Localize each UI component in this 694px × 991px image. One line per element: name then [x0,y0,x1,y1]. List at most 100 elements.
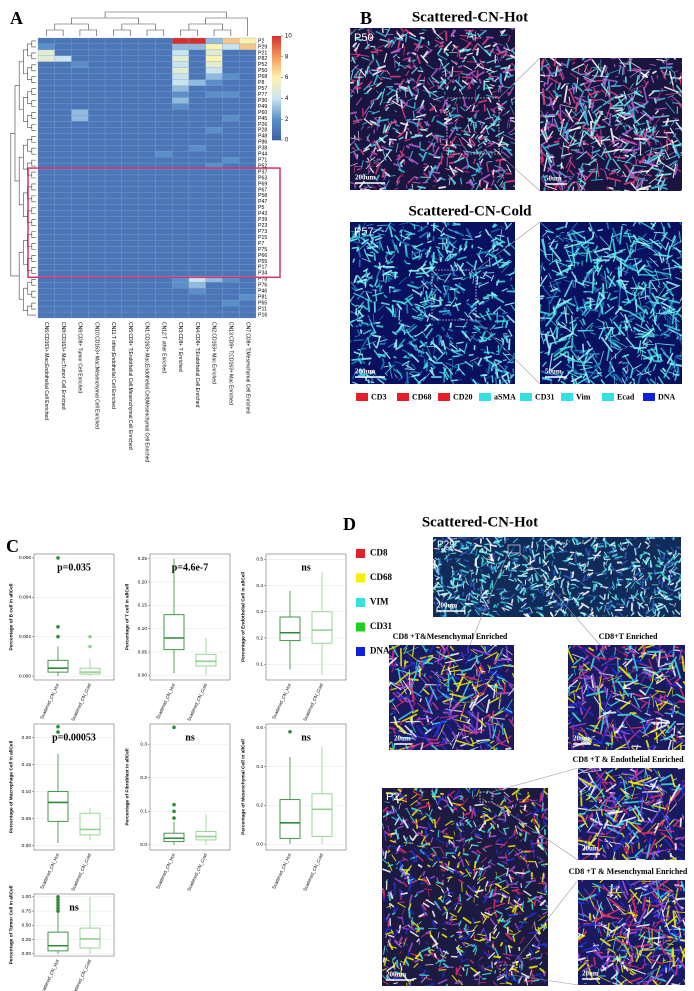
image-texture [428,289,433,299]
image-texture [540,222,541,224]
image-texture [438,30,445,36]
image-texture [650,576,652,580]
image-texture [386,102,394,106]
heatmap-cell [37,67,55,74]
heatmap-cell [222,79,240,86]
image-texture [434,32,444,41]
image-texture [474,321,478,324]
image-texture [581,303,592,316]
image-texture [394,361,402,364]
image-texture [500,182,505,188]
image-texture [626,258,639,261]
image-texture [501,596,506,601]
image-texture [473,260,478,271]
image-texture [407,176,415,184]
image-texture [652,114,663,128]
image-texture [582,290,587,294]
image-texture [434,134,445,138]
image-texture [650,75,655,84]
image-texture [351,233,361,241]
colorbar-step [272,112,281,116]
image-texture [613,155,626,160]
image-texture [502,608,506,612]
heatmap-cell [222,294,240,301]
image-texture [654,603,660,611]
image-texture [540,156,544,163]
image-texture [548,272,552,280]
heatmap-cell [37,121,55,128]
image-texture [376,224,388,227]
image-texture [399,150,404,155]
image-texture [661,291,669,298]
image-texture [377,118,390,123]
heatmap-cell [188,282,206,289]
heatmap-cell [121,49,139,57]
image-texture [625,614,629,617]
image-texture [397,87,402,92]
heatmap-cell [205,198,223,205]
heatmap-cell [188,204,206,211]
image-texture [470,301,477,309]
plot-frame [33,893,115,957]
image-texture [363,92,369,95]
image-texture [547,144,550,150]
image-texture [473,130,477,134]
image-texture [404,230,413,235]
heatmap-cell [88,180,106,188]
heatmap-cell [54,67,72,74]
image-texture [540,80,544,83]
heatmap-cell [172,73,190,80]
heatmap-cell [88,305,106,313]
image-texture [547,163,554,173]
image-texture [506,314,515,323]
image-texture [564,592,566,596]
heatmap-cell [239,186,257,194]
image-texture [566,182,573,191]
image-texture [414,224,420,227]
image-texture [665,241,670,251]
image-texture [359,373,365,376]
image-texture [367,28,372,40]
image-texture [387,341,397,348]
image-texture [489,84,495,87]
image-texture [403,355,408,359]
image-texture [555,311,565,322]
heatmap-cell [71,186,89,194]
heatmap-cell [239,174,257,182]
image-texture [664,148,670,160]
image-texture [525,568,534,571]
heatmap-cell [88,204,106,211]
image-texture [476,47,480,56]
image-texture [493,148,501,155]
image-texture [586,572,590,576]
dendrogram [104,11,227,18]
image-texture [625,324,629,332]
image-texture [493,361,500,372]
image-texture [631,565,637,572]
image-texture [586,340,591,347]
column-label: CN5:CD8+ T;Endothelial Cell;Mesenchymal … [127,322,133,450]
image-texture [477,85,481,90]
image-texture [611,586,615,591]
image-texture [401,101,409,110]
colorbar-step [272,42,281,45]
image-texture [448,165,456,176]
image-texture [404,293,414,301]
image-texture [483,546,492,553]
image-texture [477,265,490,270]
image-texture [483,592,492,594]
panel-label: A [10,8,23,28]
image-texture [350,137,360,140]
image-texture [487,96,492,103]
image-texture [482,555,488,561]
image-texture [545,312,557,327]
image-texture [623,189,632,191]
image-texture [619,542,622,546]
image-texture [624,344,631,350]
heatmap-cell [54,198,72,205]
heatmap-cell [37,311,55,319]
image-texture [503,550,509,553]
outlier [172,816,176,820]
image-texture [566,115,580,121]
image-texture [550,537,556,541]
